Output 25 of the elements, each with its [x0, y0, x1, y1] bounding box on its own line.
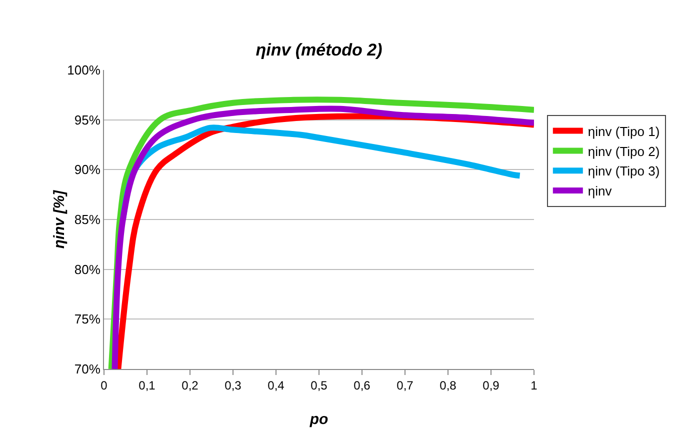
y-tick-label: 70%: [74, 362, 101, 377]
x-tick-label: 0,9: [482, 378, 500, 392]
chart-title: ηinv (método 2): [256, 40, 383, 60]
legend-label: ηinv: [588, 184, 612, 199]
y-axis-title: ηinv [%]: [51, 189, 68, 249]
legend-label: ηinv (Tipo 3): [588, 164, 660, 179]
x-tick-label: 1: [530, 378, 538, 392]
x-tick-label: 0,1: [138, 378, 156, 392]
y-tick-label: 95%: [74, 112, 101, 128]
x-tick-label: 0,5: [310, 378, 328, 392]
y-tick-label: 100%: [67, 62, 101, 78]
legend-label: ηinv (Tipo 1): [588, 124, 660, 139]
y-tick-label: 90%: [74, 162, 101, 178]
y-tick-label: 80%: [74, 262, 101, 277]
x-tick-label: 0: [100, 378, 108, 392]
x-tick-label: 0,2: [182, 378, 199, 392]
x-tick-label: 0,3: [224, 378, 242, 392]
x-tick-label: 0,7: [396, 378, 414, 392]
legend-label: ηinv (Tipo 2): [588, 144, 660, 159]
y-tick-label: 85%: [74, 212, 101, 228]
x-tick-label: 0,4: [268, 378, 285, 392]
x-tick-label: 0,8: [440, 378, 457, 392]
x-tick-label: 0,6: [354, 378, 371, 392]
y-tick-label: 75%: [74, 312, 101, 327]
x-axis-title: po: [308, 411, 328, 428]
